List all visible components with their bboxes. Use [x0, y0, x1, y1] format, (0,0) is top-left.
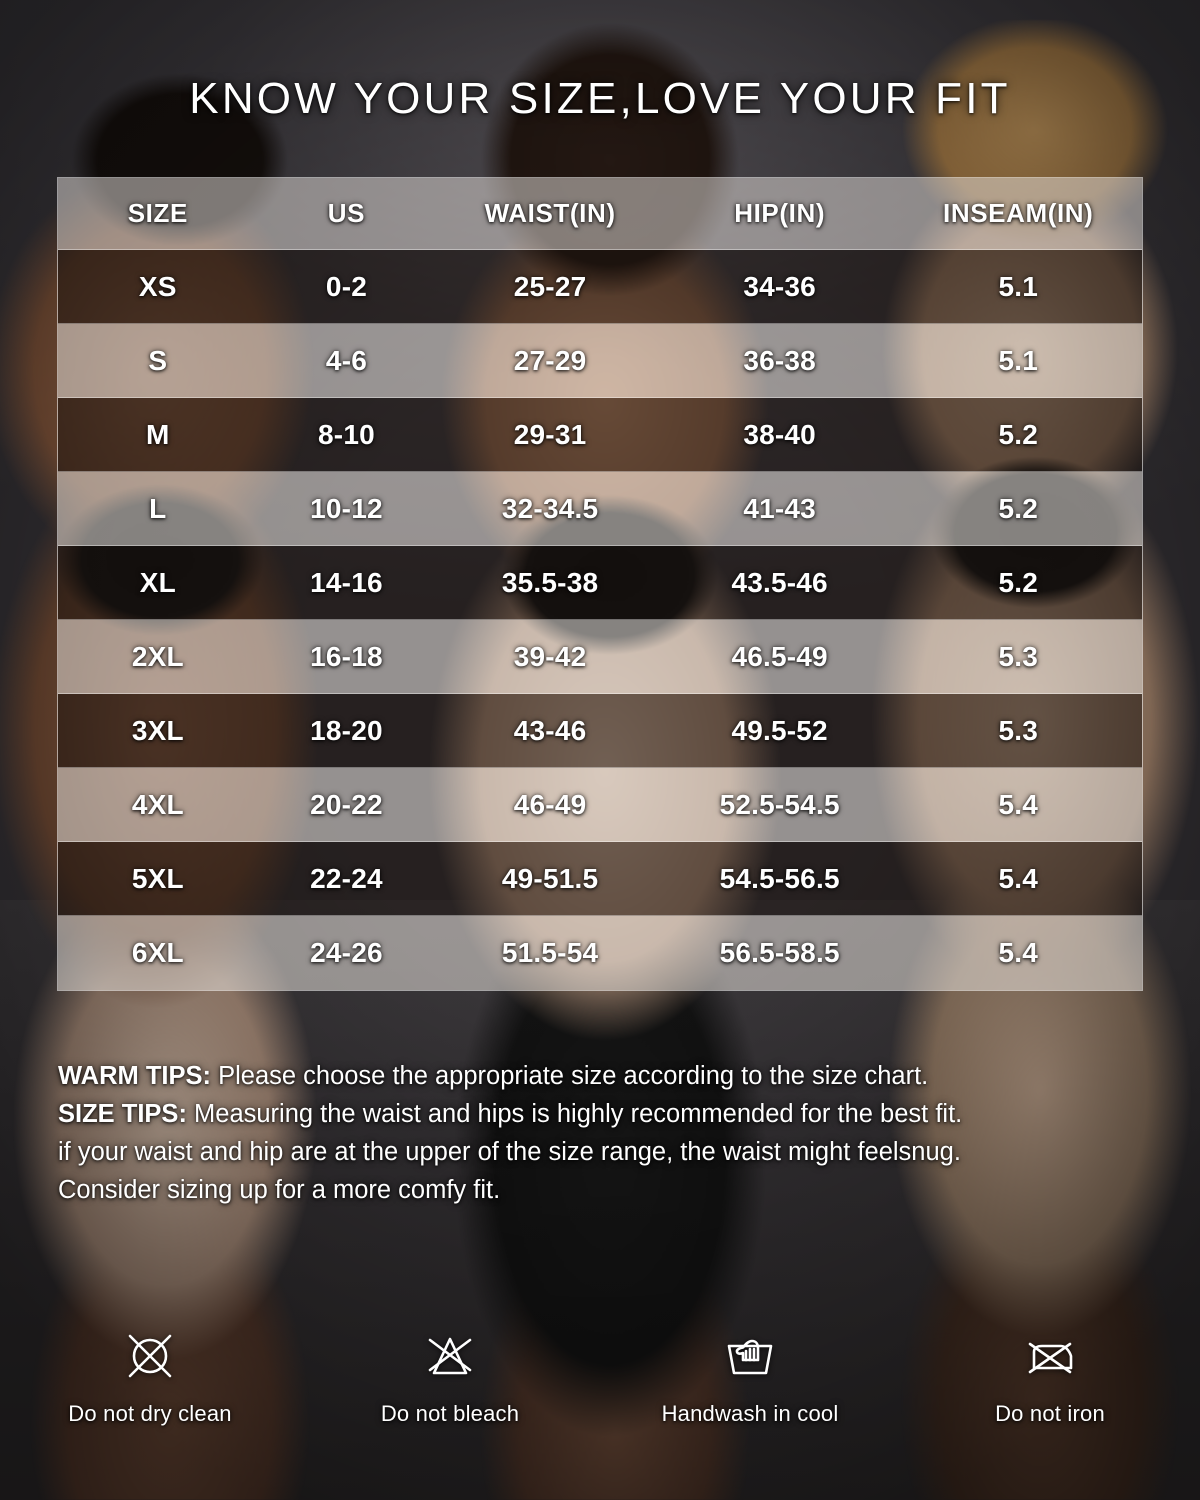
cell-waist: 43-46 — [513, 714, 587, 746]
cell-size: XS — [138, 270, 177, 302]
cell-waist: 49-51.5 — [501, 862, 599, 894]
cell-us: 0-2 — [325, 270, 367, 302]
column-header-size: SIZE — [127, 198, 188, 228]
size-tips-line: SIZE TIPS: Measuring the waist and hips … — [58, 1095, 1148, 1133]
table-row: XS 0-2 25-27 34-36 5.1 — [58, 250, 1142, 324]
table-row: 5XL 22-24 49-51.5 54.5-56.5 5.4 — [58, 842, 1142, 916]
table-row: 4XL 20-22 46-49 52.5-54.5 5.4 — [58, 768, 1142, 842]
cell-inseam: 5.4 — [998, 937, 1038, 968]
tips-line-3: if your waist and hip are at the upper o… — [58, 1138, 961, 1166]
cell-inseam: 5.4 — [998, 862, 1038, 894]
care-label: Handwash in cool — [661, 1401, 839, 1426]
size-chart-table: SIZE US WAIST(IN) HIP(IN) INSEAM(IN) XS … — [57, 177, 1143, 991]
cell-inseam: 5.3 — [998, 640, 1038, 672]
do-not-iron-icon — [1019, 1325, 1081, 1387]
size-tips-text: Measuring the waist and hips is highly r… — [186, 1100, 963, 1128]
cell-us: 16-18 — [310, 640, 383, 672]
care-label: Do not dry clean — [68, 1401, 232, 1426]
table-row: XL 14-16 35.5-38 43.5-46 5.2 — [58, 546, 1142, 620]
cell-hip: 52.5-54.5 — [719, 788, 840, 820]
warm-tips-label: WARM TIPS: — [58, 1062, 211, 1090]
table-header-row: SIZE US WAIST(IN) HIP(IN) INSEAM(IN) — [58, 178, 1142, 250]
cell-hip: 41-43 — [743, 492, 816, 524]
cell-size: 3XL — [131, 714, 184, 746]
cell-size: M — [146, 418, 170, 450]
cell-us: 8-10 — [318, 418, 375, 450]
care-item-dry-clean: Do not dry clean — [0, 1325, 300, 1427]
care-label: Do not iron — [995, 1401, 1105, 1426]
cell-us: 22-24 — [310, 862, 383, 894]
table-row: S 4-6 27-29 36-38 5.1 — [58, 324, 1142, 398]
warm-tips-line: WARM TIPS: Please choose the appropriate… — [58, 1057, 1148, 1095]
cell-inseam: 5.2 — [998, 566, 1038, 598]
cell-waist: 39-42 — [513, 640, 587, 672]
cell-us: 24-26 — [310, 937, 383, 968]
cell-inseam: 5.2 — [998, 492, 1038, 524]
cell-waist: 46-49 — [513, 788, 587, 820]
cell-inseam: 5.2 — [998, 418, 1038, 450]
cell-size: 6XL — [131, 937, 184, 968]
do-not-bleach-icon — [419, 1325, 481, 1387]
warm-tips-text: Please choose the appropriate size accor… — [211, 1062, 929, 1090]
cell-waist: 35.5-38 — [501, 566, 599, 598]
cell-inseam: 5.3 — [998, 714, 1038, 746]
table-row: L 10-12 32-34.5 41-43 5.2 — [58, 472, 1142, 546]
care-instructions: Do not dry clean Do not bleach — [0, 1325, 1200, 1427]
cell-hip: 49.5-52 — [731, 714, 828, 746]
cell-hip: 54.5-56.5 — [719, 862, 840, 894]
cell-us: 14-16 — [310, 566, 383, 598]
table-row: 2XL 16-18 39-42 46.5-49 5.3 — [58, 620, 1142, 694]
tips-line-4: Consider sizing up for a more comfy fit. — [58, 1176, 501, 1204]
cell-size: 5XL — [131, 862, 184, 894]
cell-size: XL — [139, 566, 176, 598]
cell-waist: 29-31 — [513, 418, 587, 450]
care-label: Do not bleach — [380, 1401, 520, 1426]
cell-inseam: 5.4 — [998, 788, 1038, 820]
column-header-inseam: INSEAM(IN) — [943, 198, 1094, 228]
column-header-waist: WAIST(IN) — [484, 198, 616, 228]
care-item-handwash: Handwash in cool — [600, 1325, 900, 1427]
column-header-hip: HIP(IN) — [734, 198, 826, 228]
table-row: M 8-10 29-31 38-40 5.2 — [58, 398, 1142, 472]
size-tips-label: SIZE TIPS: — [58, 1100, 187, 1128]
cell-hip: 38-40 — [743, 418, 816, 450]
cell-hip: 56.5-58.5 — [719, 937, 840, 968]
table-row: 3XL 18-20 43-46 49.5-52 5.3 — [58, 694, 1142, 768]
do-not-dry-clean-icon — [119, 1325, 181, 1387]
cell-waist: 51.5-54 — [501, 937, 599, 968]
cell-us: 18-20 — [310, 714, 383, 746]
cell-us: 4-6 — [325, 344, 367, 376]
cell-us: 10-12 — [310, 492, 383, 524]
cell-hip: 46.5-49 — [731, 640, 828, 672]
cell-waist: 25-27 — [513, 270, 587, 302]
cell-inseam: 5.1 — [998, 270, 1038, 302]
cell-size: S — [148, 344, 168, 376]
table-row: 6XL 24-26 51.5-54 56.5-58.5 5.4 — [58, 916, 1142, 990]
cell-size: 4XL — [131, 788, 184, 820]
cell-hip: 36-38 — [743, 344, 816, 376]
handwash-icon — [719, 1325, 781, 1387]
care-item-bleach: Do not bleach — [300, 1325, 600, 1427]
cell-size: L — [149, 492, 167, 524]
cell-us: 20-22 — [310, 788, 383, 820]
cell-waist: 27-29 — [513, 344, 587, 376]
cell-hip: 43.5-46 — [731, 566, 828, 598]
page-title: KNOW YOUR SIZE,LOVE YOUR FIT — [189, 74, 1011, 123]
cell-waist: 32-34.5 — [501, 492, 599, 524]
column-header-us: US — [327, 198, 366, 228]
cell-size: 2XL — [131, 640, 184, 672]
cell-hip: 34-36 — [743, 270, 816, 302]
cell-inseam: 5.1 — [998, 344, 1038, 376]
tips-block: WARM TIPS: Please choose the appropriate… — [58, 1057, 1148, 1209]
care-item-iron: Do not iron — [900, 1325, 1200, 1427]
